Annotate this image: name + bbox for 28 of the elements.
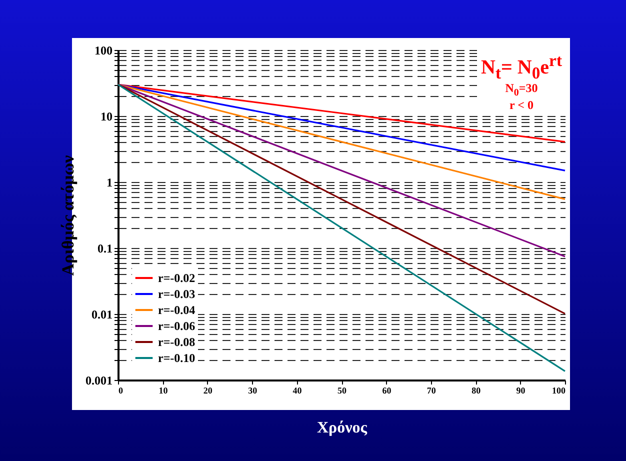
x-tick-label: 10 — [158, 386, 168, 396]
y-tick-label: 10 — [100, 110, 112, 124]
y-tick-label: 1 — [106, 176, 112, 190]
x-tick-label: 90 — [516, 386, 526, 396]
legend-label: r=-0.06 — [158, 319, 196, 333]
x-tick-label: 30 — [248, 386, 258, 396]
legend-label: r=-0.04 — [158, 303, 196, 317]
x-tick-label: 20 — [203, 386, 213, 396]
x-tick-label: 50 — [338, 386, 347, 396]
x-tick-label: 70 — [426, 386, 436, 396]
x-tick-label: 40 — [292, 386, 302, 396]
y-tick-label: 0.001 — [86, 374, 112, 388]
y-tick-label: 0.01 — [92, 308, 112, 322]
y-tick-label: 100 — [94, 44, 112, 58]
x-tick-label: 100 — [552, 386, 566, 396]
y-axis-title: Αριθμός ατόμων — [58, 154, 78, 276]
x-tick-label: 0 — [118, 386, 124, 396]
legend-label: r=-0.10 — [158, 351, 196, 365]
legend-label: r=-0.03 — [158, 287, 196, 301]
legend-label: r=-0.08 — [158, 335, 196, 349]
legend-label: r=-0.02 — [158, 271, 196, 285]
x-axis-title: Χρόνος — [316, 420, 368, 436]
y-tick-label: 0.1 — [98, 242, 112, 256]
x-tick-label: 60 — [382, 386, 392, 396]
annotation: N$_{t}$= N$_{0}$e$^{rt}$ — [480, 51, 562, 83]
annotation: N$_{0}$=30 — [504, 81, 539, 100]
x-tick-label: 80 — [472, 386, 482, 396]
annotation: r < 0 — [508, 98, 534, 112]
